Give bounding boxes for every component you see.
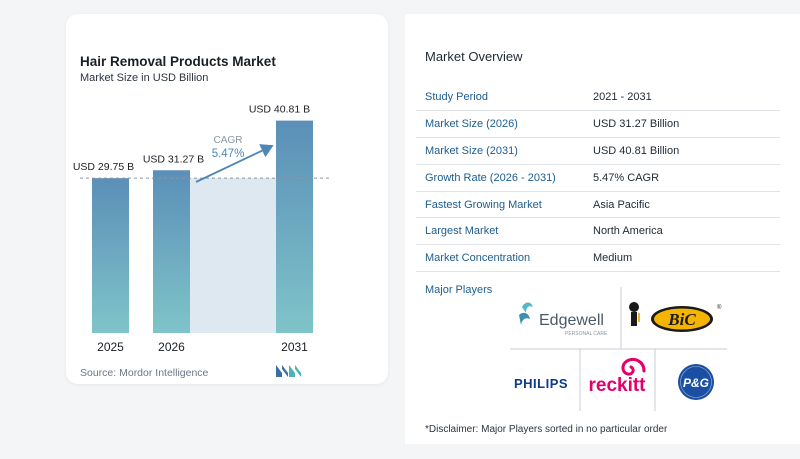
- major-players-logos: Edgewell PERSONAL CARE BiC ® PHILIPS rec…: [510, 287, 727, 411]
- row-key: Market Size (2026): [416, 110, 584, 139]
- row-value: USD 31.27 Billion: [584, 110, 780, 139]
- table-row: Growth Rate (2026 - 2031) 5.47% CAGR: [416, 164, 780, 192]
- chart-source: Source: Mordor Intelligence: [80, 367, 209, 379]
- edgewell-name: Edgewell: [539, 312, 604, 329]
- table-row: Market Concentration Medium: [416, 244, 780, 273]
- bar-2025: [92, 178, 129, 333]
- pg-logo-icon: [678, 364, 714, 400]
- cagr-arrow: [195, 144, 274, 183]
- row-value: USD 40.81 Billion: [584, 137, 780, 165]
- overview-table: Study Period 2021 - 2031 Market Size (202…: [416, 84, 780, 273]
- row-key: Market Size (2031): [416, 137, 584, 165]
- table-row: Study Period 2021 - 2031: [416, 84, 780, 112]
- bar-2026: [153, 170, 190, 333]
- chart-title: Hair Removal Products Market: [80, 54, 276, 69]
- table-row: Largest Market North America: [416, 217, 780, 246]
- row-key: Study Period: [416, 84, 584, 112]
- row-key: Market Concentration: [416, 244, 584, 273]
- chart-subtitle: Market Size in USD Billion: [80, 72, 209, 84]
- row-value: 2021 - 2031: [584, 84, 780, 112]
- value-label: USD 31.27 B: [143, 153, 204, 165]
- row-value: North America: [584, 217, 780, 246]
- reckitt-swirl-icon: [621, 357, 646, 376]
- year-label: 2026: [158, 340, 185, 354]
- table-row: Market Size (2026) USD 31.27 Billion: [416, 110, 780, 139]
- pg-name: P&G: [683, 376, 709, 390]
- bic-name: BiC: [667, 310, 696, 329]
- edgewell-subtitle: PERSONAL CARE: [565, 331, 608, 337]
- year-label: 2031: [281, 340, 308, 354]
- row-key: Largest Market: [416, 217, 584, 246]
- value-label: USD 40.81 B: [249, 104, 310, 116]
- row-value: Asia Pacific: [584, 191, 780, 219]
- growth-shade: [190, 178, 276, 333]
- overview-title: Market Overview: [425, 49, 523, 64]
- bar-chart: USD 29.75 B USD 31.27 B USD 40.81 B 2025 202…: [73, 104, 330, 354]
- row-key: Fastest Growing Market: [416, 191, 584, 219]
- row-value: Medium: [584, 244, 780, 273]
- disclaimer: *Disclaimer: Major Players sorted in no …: [425, 424, 668, 435]
- bic-boy-icon: [629, 302, 640, 326]
- bar-2031: [276, 120, 313, 333]
- row-value: 5.47% CAGR: [584, 164, 780, 192]
- bic-logo-icon: [651, 306, 713, 332]
- major-players-title: Major Players: [425, 284, 493, 296]
- mordor-logo-icon: [276, 365, 301, 377]
- table-row: Market Size (2031) USD 40.81 Billion: [416, 137, 780, 165]
- table-row: Fastest Growing Market Asia Pacific: [416, 191, 780, 219]
- registered-mark-icon: ®: [717, 304, 722, 311]
- philips-name: PHILIPS: [514, 376, 568, 391]
- row-key: Growth Rate (2026 - 2031): [416, 164, 584, 192]
- edgewell-logo-icon: [519, 302, 533, 325]
- year-label: 2025: [97, 340, 124, 354]
- cagr-label: CAGR: [214, 135, 243, 146]
- cagr-value: 5.47%: [212, 148, 245, 160]
- value-label: USD 29.75 B: [73, 161, 134, 173]
- reckitt-name: reckitt: [588, 375, 646, 396]
